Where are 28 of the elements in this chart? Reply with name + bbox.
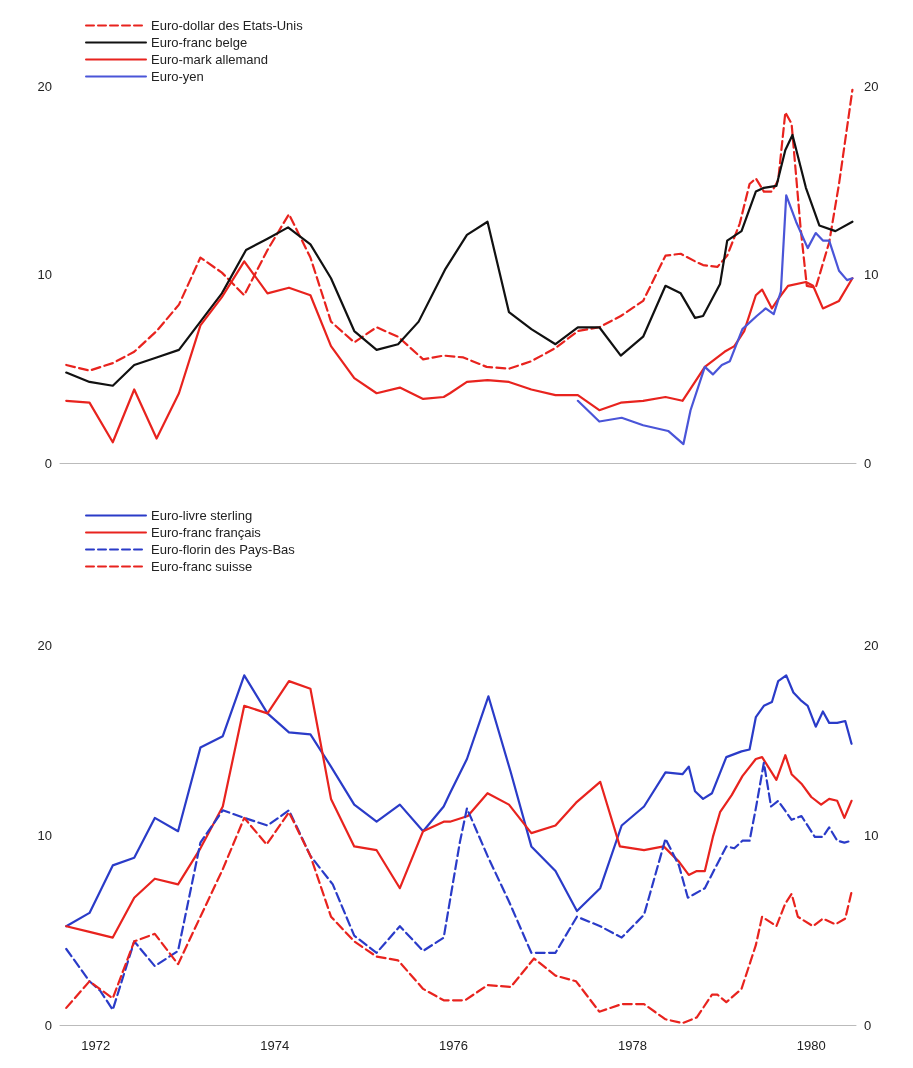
y2-tick-label: 10 (864, 267, 879, 282)
legend-label: Euro-mark allemand (151, 52, 269, 67)
legend-label: Euro-livre sterling (151, 508, 253, 523)
line-series (576, 194, 854, 446)
y2-tick-label: 10 (864, 827, 879, 843)
legend-label: Euro-franc suisse (151, 559, 253, 574)
y-tick-label: 10 (37, 267, 52, 282)
y2-tick-label: 0 (864, 1017, 872, 1033)
legend-label: Euro-florin des Pays-Bas (151, 542, 296, 557)
x-tick-label: 1974 (260, 1038, 290, 1053)
x-tick-label: 1972 (81, 1038, 111, 1053)
x-tick-label: 1980 (796, 1038, 826, 1053)
y2-tick-label: 20 (864, 78, 879, 94)
x-tick-label: 1976 (439, 1038, 468, 1053)
legend-label: Euro-yen (151, 69, 204, 84)
x-tick-label: 1978 (617, 1038, 647, 1053)
legend-label: Euro-franc français (151, 525, 262, 540)
line-series (65, 133, 854, 387)
y-tick-label: 20 (37, 637, 52, 653)
y-tick-label: 10 (37, 827, 52, 843)
y-tick-label: 0 (44, 455, 52, 471)
y-tick-label: 0 (44, 1017, 52, 1033)
y-tick-label: 20 (37, 78, 52, 94)
legend-label: Euro-franc belge (151, 35, 248, 50)
y2-tick-label: 20 (864, 637, 879, 653)
legend-label: Euro-dollar des Etats-Unis (151, 18, 304, 33)
line-series (65, 811, 853, 1025)
y2-tick-label: 0 (864, 455, 872, 471)
